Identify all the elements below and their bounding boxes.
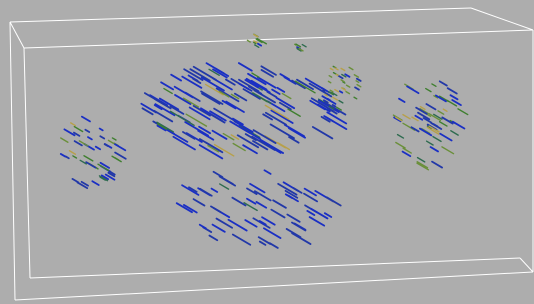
volume-view [0, 0, 534, 304]
streak [336, 74, 338, 75]
streak [323, 90, 324, 91]
streak [340, 91, 342, 92]
page: (() => { const g = document.getElementBy… [0, 0, 534, 304]
